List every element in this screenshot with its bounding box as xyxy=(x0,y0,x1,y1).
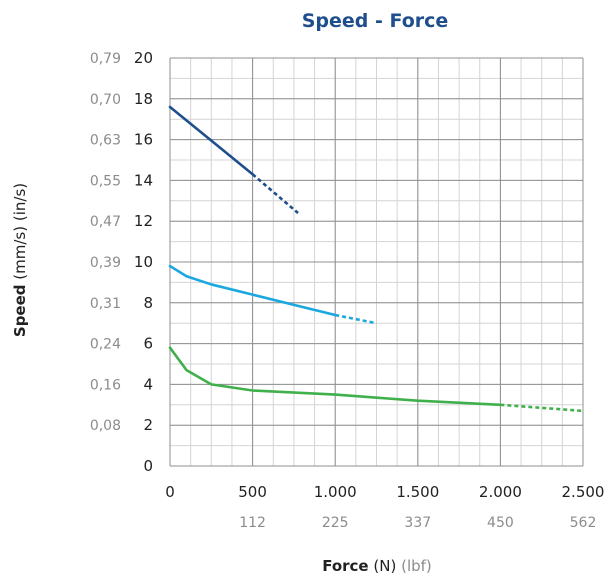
y-tick-label: 2 xyxy=(143,416,153,434)
y-tick-label: 18 xyxy=(134,90,153,108)
x-tick-label: 2.500 xyxy=(562,483,605,501)
y-tick-label: 20 xyxy=(134,49,153,67)
y-secondary-tick-label: 0,24 xyxy=(90,337,121,353)
x-tick-label: 500 xyxy=(238,483,267,501)
x-secondary-tick-label: 337 xyxy=(404,515,431,531)
y-secondary-tick-label: 0,70 xyxy=(90,92,121,108)
y-secondary-tick-label: 0,55 xyxy=(90,173,121,189)
x-secondary-tick-label: 112 xyxy=(239,515,266,531)
y-axis-label: Speed (mm/s) (in/s) xyxy=(11,183,29,337)
y-secondary-tick-label: 0,39 xyxy=(90,255,121,271)
y-tick-label: 8 xyxy=(143,294,153,312)
y-axis-secondary-unit: (in/s) xyxy=(11,183,29,221)
series-1-extrapolation xyxy=(251,173,299,215)
x-tick-label: 1.500 xyxy=(396,483,439,501)
x-secondary-tick-label: 450 xyxy=(487,515,514,531)
x-axis-ticks: 0 500 1.000 1.500 2.000 2.500 112 225 337 450 562 xyxy=(165,483,604,531)
y-axis-name: Speed xyxy=(11,284,29,337)
y-axis-ticks: 0 2 4 6 8 10 12 14 16 18 20 0,08 0,16 0,24 0,31 0,39 0,4… xyxy=(90,49,153,475)
y-axis-unit: (mm/s) xyxy=(11,226,29,280)
series-2-line xyxy=(168,264,337,317)
y-tick-label: 16 xyxy=(134,131,153,149)
series-3-line xyxy=(168,346,502,407)
grid xyxy=(169,57,584,467)
y-tick-label: 14 xyxy=(134,171,153,189)
y-tick-label: 4 xyxy=(143,375,153,393)
y-tick-label: 0 xyxy=(143,457,153,475)
series-2-extrapolation xyxy=(334,313,377,325)
series-group xyxy=(168,105,584,413)
y-tick-label: 6 xyxy=(143,335,153,353)
series-1-line xyxy=(168,105,254,176)
x-secondary-tick-label: 225 xyxy=(322,515,349,531)
y-secondary-tick-label: 0,47 xyxy=(90,214,121,230)
x-tick-label: 0 xyxy=(165,483,175,501)
x-axis-label: Force (N) (lbf) xyxy=(322,557,432,575)
y-secondary-tick-label: 0,08 xyxy=(90,418,121,434)
y-tick-label: 10 xyxy=(134,253,153,271)
y-tick-label: 12 xyxy=(134,212,153,230)
x-tick-label: 2.000 xyxy=(479,483,522,501)
x-secondary-tick-label: 562 xyxy=(570,515,597,531)
chart-title: Speed - Force xyxy=(302,10,449,32)
x-axis-name: Force xyxy=(322,557,368,575)
x-axis-unit: (N) xyxy=(373,557,396,575)
y-secondary-tick-label: 0,79 xyxy=(90,51,121,67)
y-secondary-tick-label: 0,63 xyxy=(90,133,121,149)
x-tick-label: 1.000 xyxy=(314,483,357,501)
y-secondary-tick-label: 0,31 xyxy=(90,296,121,312)
y-secondary-tick-label: 0,16 xyxy=(90,377,121,393)
x-axis-secondary-unit: (lbf) xyxy=(401,557,432,575)
